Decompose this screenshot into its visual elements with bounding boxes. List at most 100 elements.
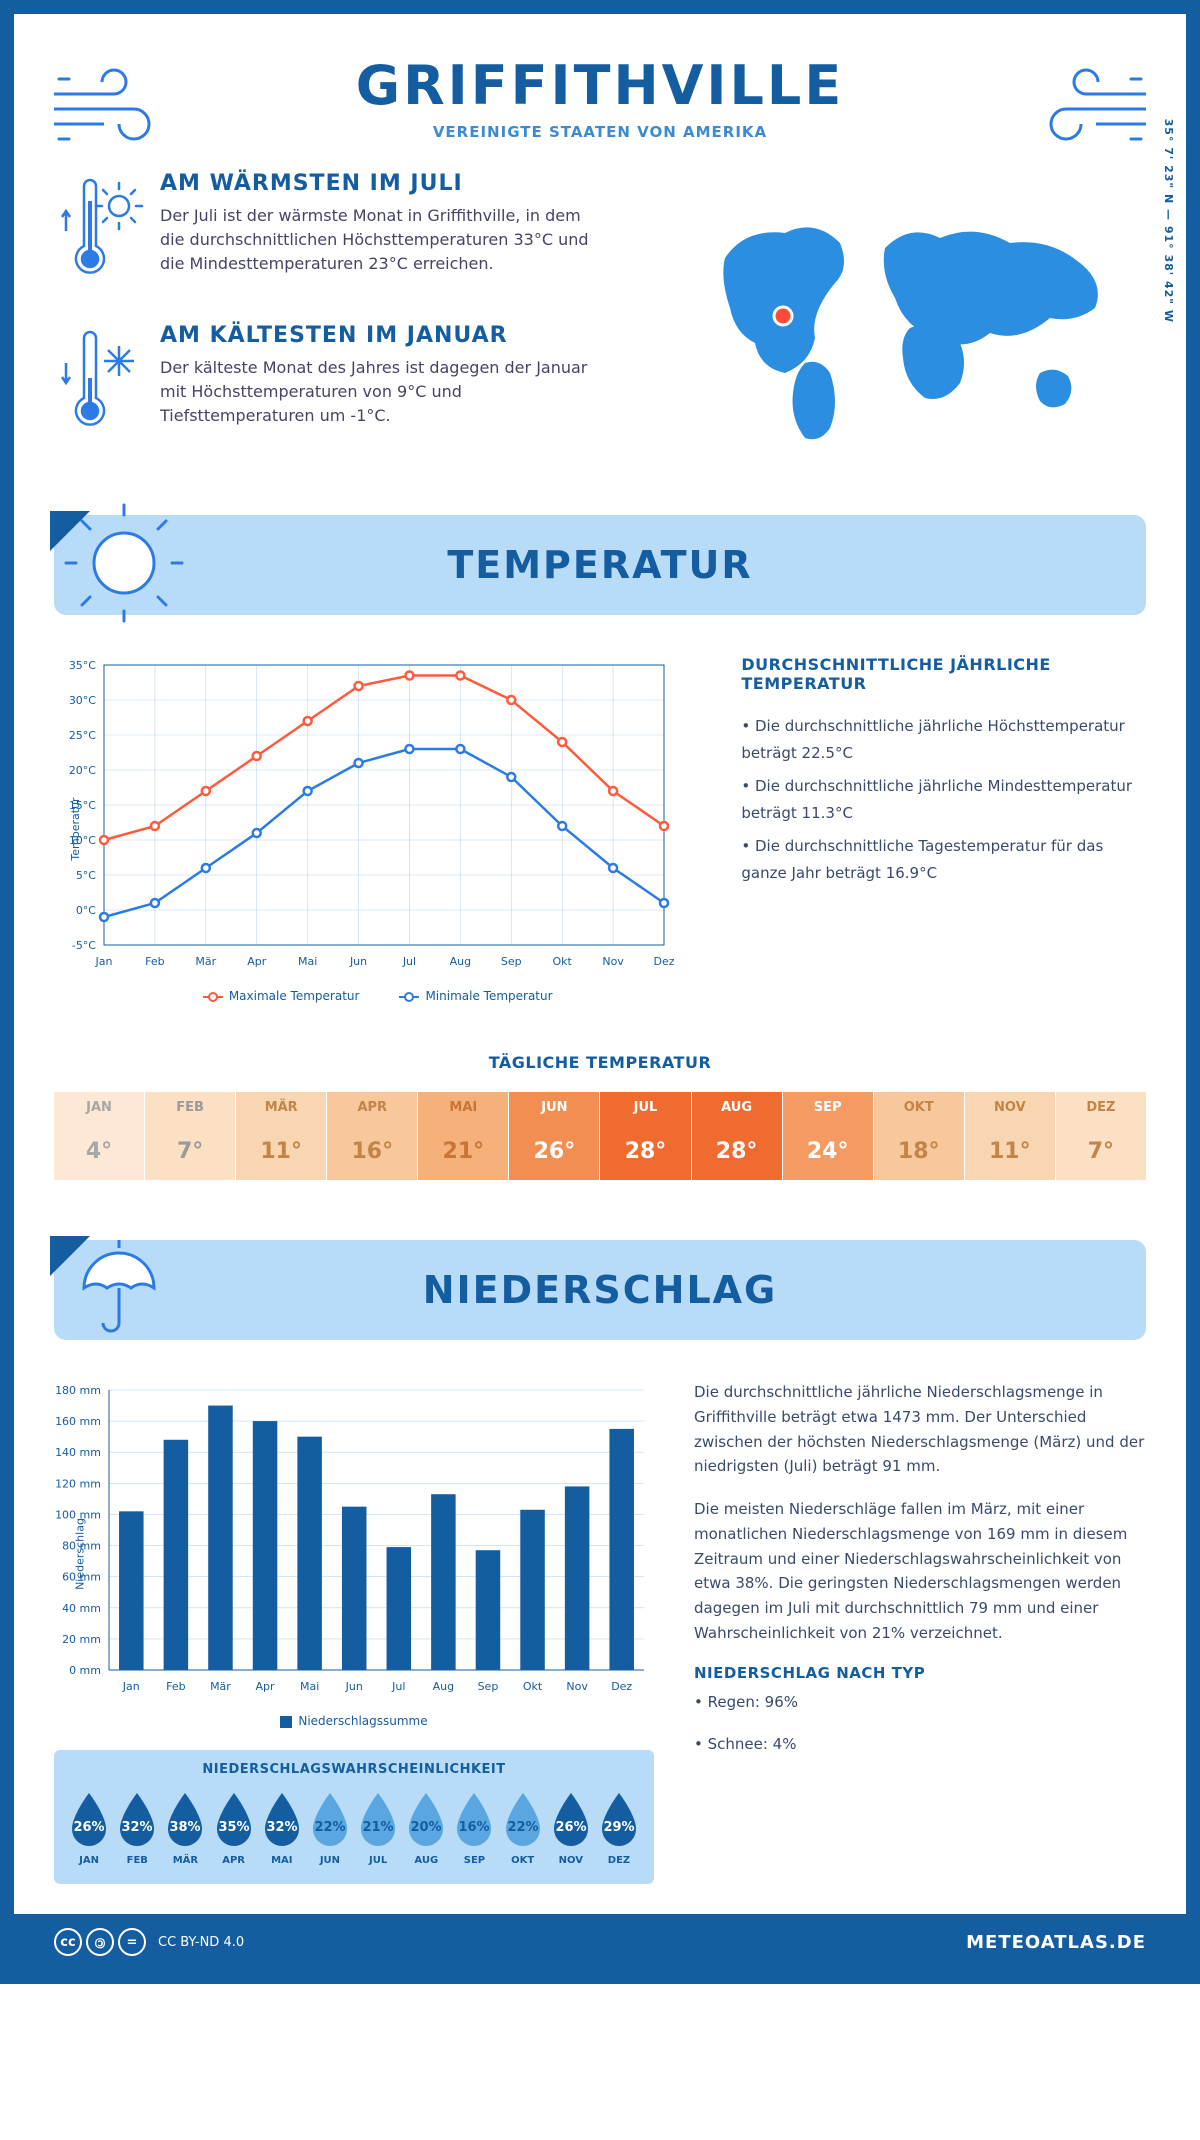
svg-text:Aug: Aug	[450, 955, 471, 968]
daily-temp-cell: OKT18°	[874, 1092, 964, 1180]
probability-drop: 29%DEZ	[596, 1791, 642, 1866]
svg-text:Jul: Jul	[402, 955, 416, 968]
svg-text:0 mm: 0 mm	[69, 1664, 101, 1677]
probability-drop: 35%APR	[211, 1791, 257, 1866]
daily-temp-cell: JUL28°	[600, 1092, 690, 1180]
precipitation-summary: Die durchschnittliche jährliche Niedersc…	[694, 1380, 1146, 1884]
probability-drop: 38%MÄR	[162, 1791, 208, 1866]
probability-drop: 22%OKT	[500, 1791, 546, 1866]
svg-text:22%: 22%	[507, 1820, 538, 1835]
svg-text:Sep: Sep	[478, 1680, 499, 1693]
svg-text:Dez: Dez	[611, 1680, 632, 1693]
umbrella-icon	[64, 1233, 174, 1347]
daily-temp-cell: APR16°	[327, 1092, 417, 1180]
svg-text:Mai: Mai	[298, 955, 317, 968]
svg-text:Sep: Sep	[501, 955, 522, 968]
svg-text:Nov: Nov	[566, 1680, 588, 1693]
daily-temperature-strip: JAN4°FEB7°MÄR11°APR16°MAI21°JUN26°JUL28°…	[54, 1092, 1146, 1180]
summary-row: AM WÄRMSTEN IM JULI Der Juli ist der wär…	[54, 171, 1146, 475]
cc-icons: cc🄯=	[54, 1928, 146, 1956]
license-label: CC BY-ND 4.0	[158, 1935, 244, 1950]
svg-text:Apr: Apr	[247, 955, 267, 968]
coldest-block: AM KÄLTESTEN IM JANUAR Der kälteste Mona…	[54, 323, 633, 447]
svg-text:5°C: 5°C	[76, 869, 96, 882]
temperature-heading: TEMPERATUR	[447, 543, 752, 587]
precipitation-banner: NIEDERSCHLAG	[54, 1240, 1146, 1340]
svg-text:38%: 38%	[170, 1820, 201, 1835]
svg-text:Jun: Jun	[345, 1680, 363, 1693]
precipitation-bar-chart: Niederschlag 0 mm20 mm40 mm60 mm80 mm100…	[54, 1380, 654, 1728]
daily-temp-cell: MÄR11°	[236, 1092, 326, 1180]
svg-text:Nov: Nov	[602, 955, 624, 968]
probability-drop: 26%NOV	[548, 1791, 594, 1866]
svg-text:Mai: Mai	[300, 1680, 319, 1693]
coordinates-label: 35° 7' 23" N — 91° 38' 42" W	[1162, 119, 1175, 323]
svg-text:16%: 16%	[459, 1820, 490, 1835]
daily-temp-cell: AUG28°	[692, 1092, 782, 1180]
temperature-banner: TEMPERATUR	[54, 515, 1146, 615]
svg-text:26%: 26%	[74, 1820, 105, 1835]
page-title: GRIFFITHVILLE	[54, 54, 1146, 117]
svg-text:0°C: 0°C	[76, 904, 96, 917]
svg-text:Jan: Jan	[122, 1680, 140, 1693]
svg-text:21%: 21%	[363, 1820, 394, 1835]
temperature-legend: Maximale Temperatur Minimale Temperatur	[54, 989, 701, 1003]
svg-text:Jan: Jan	[95, 955, 113, 968]
svg-text:140 mm: 140 mm	[55, 1446, 101, 1459]
svg-text:Okt: Okt	[553, 955, 573, 968]
svg-text:35°C: 35°C	[69, 659, 96, 672]
bullet: • Die durchschnittliche Tagestemperatur …	[741, 833, 1146, 887]
temperature-line-chart: Temperatur -5°C0°C5°C10°C15°C20°C25°C30°…	[54, 655, 701, 1003]
footer: cc🄯= CC BY-ND 4.0 METEOATLAS.DE	[14, 1914, 1186, 1970]
thermometer-snow-icon	[54, 323, 144, 447]
coldest-text: Der kälteste Monat des Jahres ist dagege…	[160, 356, 590, 428]
svg-text:22%: 22%	[314, 1820, 345, 1835]
svg-text:25°C: 25°C	[69, 729, 96, 742]
bullet: • Schnee: 4%	[694, 1732, 1146, 1757]
daily-temp-cell: MAI21°	[418, 1092, 508, 1180]
svg-text:20 mm: 20 mm	[62, 1633, 101, 1646]
svg-text:Apr: Apr	[256, 1680, 276, 1693]
probability-drop: 20%AUG	[403, 1791, 449, 1866]
daily-temp-cell: DEZ7°	[1056, 1092, 1146, 1180]
svg-text:Okt: Okt	[523, 1680, 543, 1693]
world-map: ARKANSAS 35° 7' 23" N — 91° 38' 42" W	[663, 171, 1146, 475]
thermometer-sun-icon	[54, 171, 144, 295]
svg-text:32%: 32%	[122, 1820, 153, 1835]
precipitation-heading: NIEDERSCHLAG	[423, 1268, 778, 1312]
bullet: • Regen: 96%	[694, 1690, 1146, 1715]
svg-text:180 mm: 180 mm	[55, 1384, 101, 1397]
probability-drop: 32%MAI	[259, 1791, 305, 1866]
header: GRIFFITHVILLE VEREINIGTE STAATEN VON AME…	[54, 44, 1146, 171]
daily-temp-heading: TÄGLICHE TEMPERATUR	[54, 1053, 1146, 1072]
bullet: • Die durchschnittliche jährliche Höchst…	[741, 713, 1146, 767]
bullet: • Die durchschnittliche jährliche Mindes…	[741, 773, 1146, 827]
coldest-heading: AM KÄLTESTEN IM JANUAR	[160, 323, 590, 348]
svg-text:32%: 32%	[266, 1820, 297, 1835]
probability-drop: 16%SEP	[451, 1791, 497, 1866]
probability-drop: 21%JUL	[355, 1791, 401, 1866]
warmest-heading: AM WÄRMSTEN IM JULI	[160, 171, 590, 196]
region-label: ARKANSAS	[1184, 138, 1194, 201]
precipitation-legend: Niederschlagssumme	[54, 1714, 654, 1728]
probability-drop: 32%FEB	[114, 1791, 160, 1866]
daily-temp-cell: FEB7°	[145, 1092, 235, 1180]
daily-temp-cell: JUN26°	[509, 1092, 599, 1180]
svg-text:26%: 26%	[555, 1820, 586, 1835]
page-subtitle: VEREINIGTE STAATEN VON AMERIKA	[54, 123, 1146, 141]
infographic-frame: GRIFFITHVILLE VEREINIGTE STAATEN VON AME…	[0, 0, 1200, 1984]
svg-text:20°C: 20°C	[69, 764, 96, 777]
svg-text:35%: 35%	[218, 1820, 249, 1835]
svg-text:120 mm: 120 mm	[55, 1477, 101, 1490]
svg-text:Feb: Feb	[166, 1680, 185, 1693]
svg-text:30°C: 30°C	[69, 694, 96, 707]
svg-text:40 mm: 40 mm	[62, 1602, 101, 1615]
svg-text:Jun: Jun	[349, 955, 367, 968]
daily-temp-cell: SEP24°	[783, 1092, 873, 1180]
warmest-text: Der Juli ist der wärmste Monat in Griffi…	[160, 204, 590, 276]
svg-text:Mär: Mär	[210, 1680, 231, 1693]
daily-temp-cell: NOV11°	[965, 1092, 1055, 1180]
svg-text:Aug: Aug	[433, 1680, 454, 1693]
sun-icon	[64, 503, 184, 627]
probability-drop: 26%JAN	[66, 1791, 112, 1866]
